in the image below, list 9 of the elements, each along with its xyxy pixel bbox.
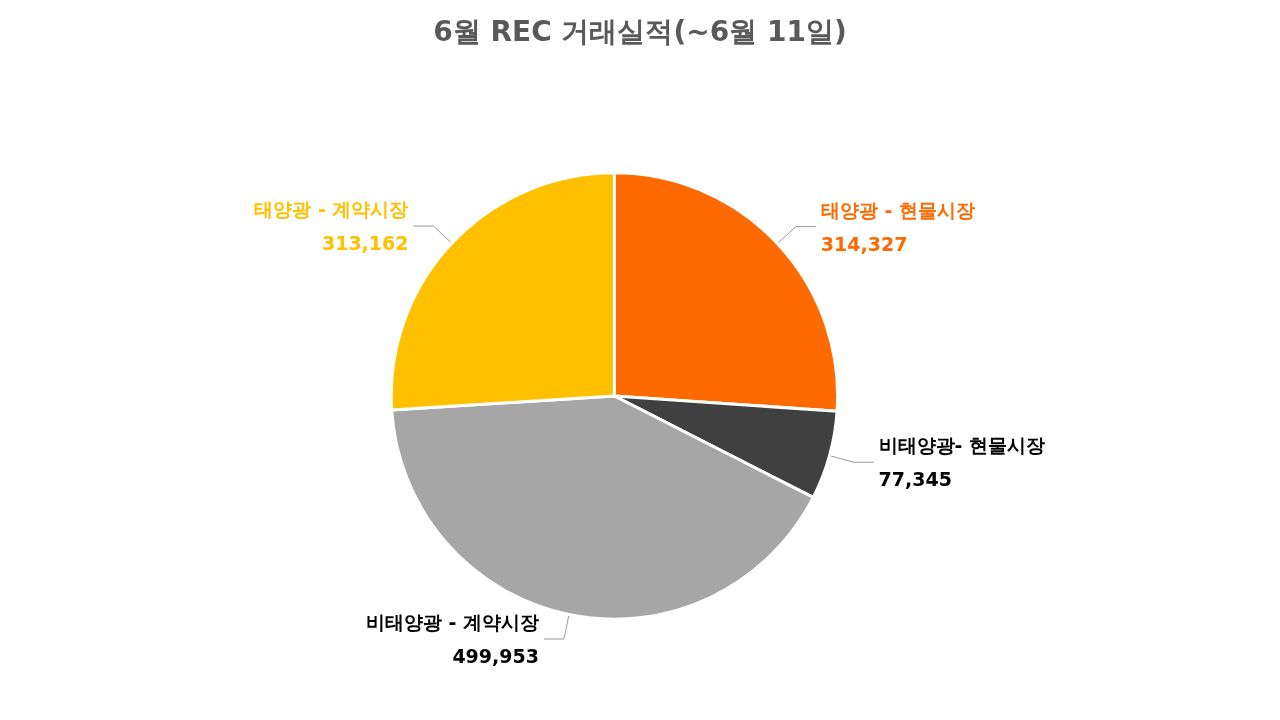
data-label: 499,953	[452, 645, 539, 668]
data-label: 314,327	[820, 232, 908, 255]
slice-label: 태양광 - 계약시장	[254, 198, 409, 221]
data-label: 77,345	[878, 468, 952, 491]
slice-label: 태양광 - 현물시장	[820, 198, 975, 221]
slice-label: 비태양광- 현물시장	[878, 434, 1046, 457]
slice-label: 비태양광 - 계약시장	[365, 611, 539, 634]
data-label: 313,162	[321, 232, 409, 255]
chart-title: 6월 REC 거래실적(~6월 11일)	[433, 14, 847, 48]
